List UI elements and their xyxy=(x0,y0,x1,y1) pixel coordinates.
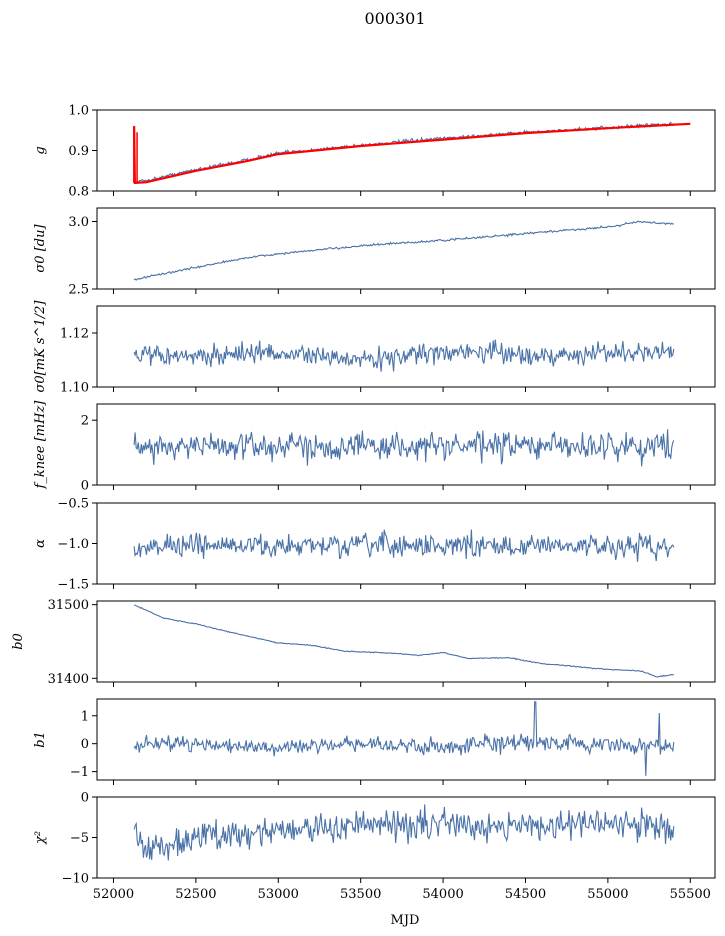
series-line xyxy=(133,429,675,467)
y-axis-label: α xyxy=(33,539,48,548)
panel-5: −1.5 −1.0 −0.5 α xyxy=(33,497,716,593)
series-line xyxy=(133,529,675,562)
panel-frame xyxy=(96,207,716,290)
series-line xyxy=(133,339,675,372)
panel-frame xyxy=(96,796,716,879)
x-tick-label: 53500 xyxy=(340,887,381,902)
panel-frame xyxy=(96,403,716,486)
y-axis-label: σ0 [du] xyxy=(33,224,48,273)
y-tick-label: 0 xyxy=(81,479,89,494)
y-tick-label: 0.8 xyxy=(68,185,89,200)
panels-group: 0.8 0.9 1.0 g 2.5 3.0 σ0 [du] 1.10 1.12 σ0[mK s^1… xyxy=(11,104,716,902)
x-tick-label: 52500 xyxy=(175,887,216,902)
figure-title: 000301 xyxy=(364,9,425,28)
y-tick-label: −10 xyxy=(62,872,89,887)
y-tick-label: 1.10 xyxy=(60,381,89,396)
y-axis-label: b0 xyxy=(11,633,26,650)
series-line xyxy=(133,701,675,776)
y-tick-label: 3.0 xyxy=(68,215,89,230)
panel-frame xyxy=(96,109,716,192)
y-tick-label: 1.12 xyxy=(60,327,89,342)
y-axis-label: g xyxy=(33,146,48,154)
y-tick-label: 0 xyxy=(81,737,89,752)
y-axis-label: b1 xyxy=(33,731,48,748)
x-axis-label: MJD xyxy=(391,913,420,928)
x-tick-label: 52000 xyxy=(93,887,134,902)
x-tick-label: 55500 xyxy=(670,887,711,902)
panel-7: −1 0 1 b1 xyxy=(33,698,716,785)
series-line xyxy=(134,604,675,678)
y-tick-label: 2.5 xyxy=(68,283,89,298)
series-line xyxy=(133,220,674,281)
panel-3: 1.10 1.12 σ0[mK s^1/2] xyxy=(33,300,716,396)
y-tick-label: 31400 xyxy=(48,672,89,687)
y-tick-label: 0.9 xyxy=(68,144,89,159)
y-axis-label: χ² xyxy=(33,831,48,845)
panel-4: 0 2 f_knee [mHz] xyxy=(33,400,716,494)
y-tick-label: −1.5 xyxy=(57,578,89,593)
y-tick-label: −1.0 xyxy=(57,537,89,552)
panel-8: −10 −5 0 52000 52500 53000 53500 54000 54500 5500… xyxy=(33,791,716,902)
series-line xyxy=(133,121,675,184)
y-tick-label: −0.5 xyxy=(57,497,89,512)
y-tick-label: 31500 xyxy=(48,598,89,613)
panel-6: 31400 31500 b0 xyxy=(11,598,716,687)
panel-2: 2.5 3.0 σ0 [du] xyxy=(33,207,716,298)
x-tick-label: 54500 xyxy=(505,887,546,902)
fit-line xyxy=(133,122,691,185)
x-tick-label: 55000 xyxy=(587,887,628,902)
x-tick-label: 53000 xyxy=(258,887,299,902)
panel-frame xyxy=(96,600,716,683)
y-tick-label: 0 xyxy=(81,791,89,806)
y-tick-label: 2 xyxy=(81,414,89,429)
y-tick-label: 1.0 xyxy=(68,104,89,119)
y-axis-label: σ0[mK s^1/2] xyxy=(33,300,48,393)
x-tick-label: 54000 xyxy=(422,887,463,902)
series-line xyxy=(133,804,675,861)
y-axis-label: f_knee [mHz] xyxy=(33,400,48,490)
panel-frame xyxy=(96,698,716,781)
y-tick-label: −1 xyxy=(70,765,89,780)
panel-1: 0.8 0.9 1.0 g xyxy=(33,104,716,200)
panel-frame xyxy=(96,305,716,388)
y-tick-label: −5 xyxy=(70,831,89,846)
y-tick-label: 1 xyxy=(81,709,89,724)
